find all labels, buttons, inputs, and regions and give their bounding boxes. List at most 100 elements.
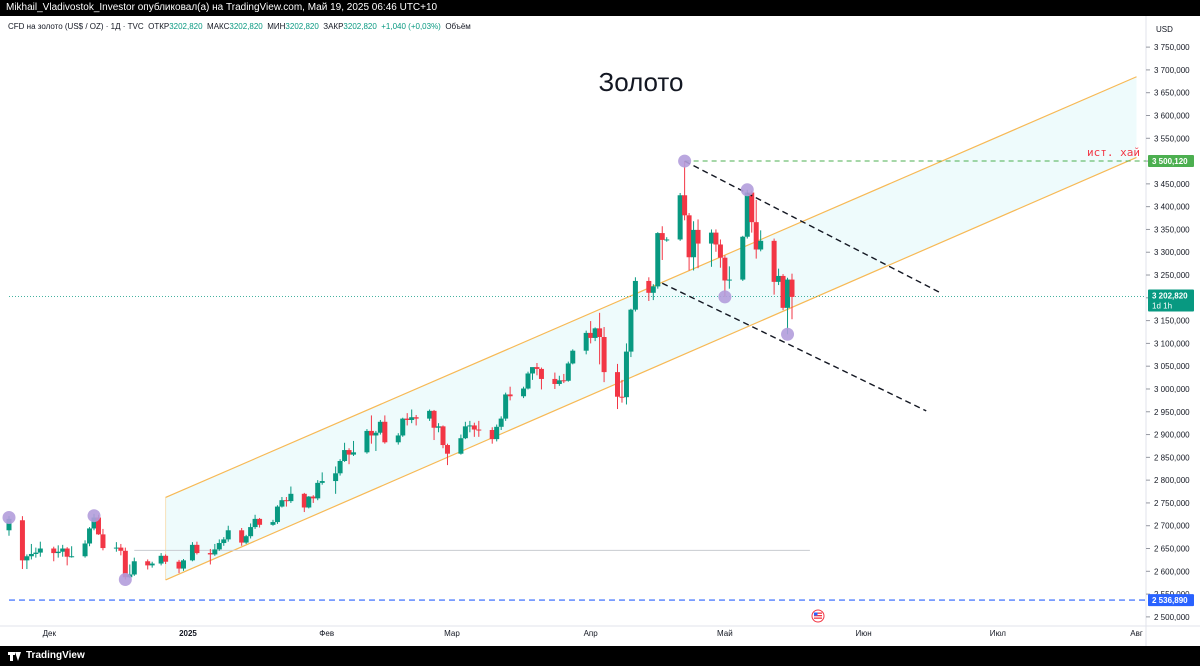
candle-body-31: [216, 543, 222, 550]
trend-line-1: [661, 282, 927, 412]
tradingview-logo[interactable]: TradingView: [8, 646, 85, 666]
pivot-marker-6: [781, 327, 795, 341]
time-tick-label-0: Дек: [43, 629, 57, 638]
currency-label: USD: [1156, 25, 1173, 34]
low-value: 3202,820: [285, 22, 319, 31]
candle-body-59: [395, 435, 401, 443]
symbol-legend: CFD на золото (US$ / OZ) · 1Д · TVC ОТКР…: [8, 22, 471, 31]
candle-body-28: [194, 544, 200, 554]
close-label: ЗАКР: [323, 22, 344, 31]
candle-body-91: [592, 328, 598, 338]
tradingview-brand: TradingView: [26, 650, 85, 661]
time-axis[interactable]: Дек 2025 Фев Мар Апр Май Июн Июл Авг: [43, 629, 1143, 638]
us-flag-icon[interactable]: [811, 609, 825, 623]
price-tick-label-15: 3 250,000: [1154, 271, 1190, 280]
change-value: +1,040 (+0,03%): [381, 22, 441, 31]
candle-body-93: [601, 337, 607, 373]
tradingview-logo-icon: [8, 651, 22, 661]
candle-body-84: [552, 378, 558, 384]
candle-body-17: [118, 547, 124, 551]
candle-body-4: [33, 552, 39, 554]
pivot-marker-4: [718, 290, 732, 304]
candle-body-60: [400, 418, 406, 436]
candle-body-67: [440, 426, 446, 446]
symbol-name[interactable]: CFD на золото (US$ / OZ) · 1Д · TVC: [8, 22, 144, 31]
candle-body-27: [189, 544, 195, 561]
time-tick-label-4: Апр: [584, 629, 599, 638]
candle-body-63: [413, 417, 419, 419]
pivot-marker-1: [87, 509, 101, 523]
price-tick-label-23: 3 650,000: [1154, 89, 1190, 98]
candle-body-88: [570, 350, 576, 364]
candle-body-107: [691, 229, 697, 258]
candle-body-92: [597, 328, 603, 338]
price-tick-label-7: 2 850,000: [1154, 453, 1190, 462]
candle-body-98: [632, 280, 638, 310]
candle-body-8: [60, 548, 66, 552]
candle-body-120: [776, 275, 782, 282]
pivot-markers: [2, 154, 795, 587]
price-tick-label-12: 3 100,000: [1154, 339, 1190, 348]
candle-body-118: [758, 240, 764, 250]
price-label-box-2: [1148, 594, 1194, 607]
candle-body-61: [404, 418, 410, 420]
candle-body-15: [100, 534, 106, 549]
price-tick-label-18: 3 400,000: [1154, 203, 1190, 212]
candle-body-121: [780, 275, 786, 308]
candle-body-5: [37, 548, 43, 553]
candle-body-41: [279, 500, 285, 507]
candle-body-2: [24, 556, 30, 561]
candle-body-102: [659, 233, 665, 240]
close-value: 3202,820: [343, 22, 377, 31]
candle-body-95: [619, 396, 625, 398]
candle-body-119: [771, 240, 777, 282]
candle-body-45: [306, 496, 312, 508]
candle-body-38: [257, 518, 263, 525]
high-label: МАКС: [207, 22, 230, 31]
time-tick-label-8: Авг: [1130, 629, 1143, 638]
candle-body-54: [364, 430, 370, 453]
candle-body-90: [588, 332, 594, 338]
candle-body-3: [28, 553, 34, 557]
price-tick-label-3: 2 650,000: [1154, 545, 1190, 554]
candle-body-18: [122, 550, 128, 578]
price-tick-label-25: 3 750,000: [1154, 43, 1190, 52]
candle-body-36: [248, 527, 254, 537]
candle-body-46: [310, 496, 316, 499]
candle-body-35: [243, 536, 249, 543]
pivot-marker-0: [2, 511, 16, 525]
candle-body-76: [498, 418, 504, 427]
candle-body-1: [19, 520, 25, 561]
candle-body-49: [333, 473, 339, 482]
candle-body-53: [351, 452, 357, 455]
price-tick-label-13: 3 150,000: [1154, 317, 1190, 326]
candle-body-113: [726, 279, 732, 281]
candle-body-21: [145, 561, 151, 566]
candle-body-111: [717, 244, 723, 258]
price-tick-label-17: 3 350,000: [1154, 225, 1190, 234]
candle-body-62: [409, 417, 415, 420]
high-value: 3202,820: [229, 22, 263, 31]
candle-body-82: [534, 367, 540, 369]
price-label-box-1: [1148, 289, 1194, 312]
candle-body-78: [507, 394, 513, 397]
candle-body-97: [628, 309, 634, 352]
price-tick-label-4: 2 700,000: [1154, 522, 1190, 531]
candle-body-34: [239, 530, 245, 543]
open-value: 3202,820: [169, 22, 203, 31]
candle-body-43: [288, 493, 294, 502]
publication-header: Mikhail_Vladivostok_Investor опубликовал…: [0, 0, 1200, 16]
footer-bar: TradingView: [0, 646, 1200, 666]
candle-body-37: [252, 518, 258, 528]
candle-body-32: [221, 539, 227, 544]
candle-body-108: [695, 229, 701, 244]
candle-body-99: [646, 280, 652, 293]
volume-label[interactable]: Объём: [445, 22, 471, 31]
candle-body-112: [722, 257, 728, 281]
candle-body-77: [503, 394, 509, 419]
price-tick-label-9: 2 950,000: [1154, 408, 1190, 417]
candle-body-11: [82, 543, 88, 557]
candle-body-85: [556, 380, 562, 384]
